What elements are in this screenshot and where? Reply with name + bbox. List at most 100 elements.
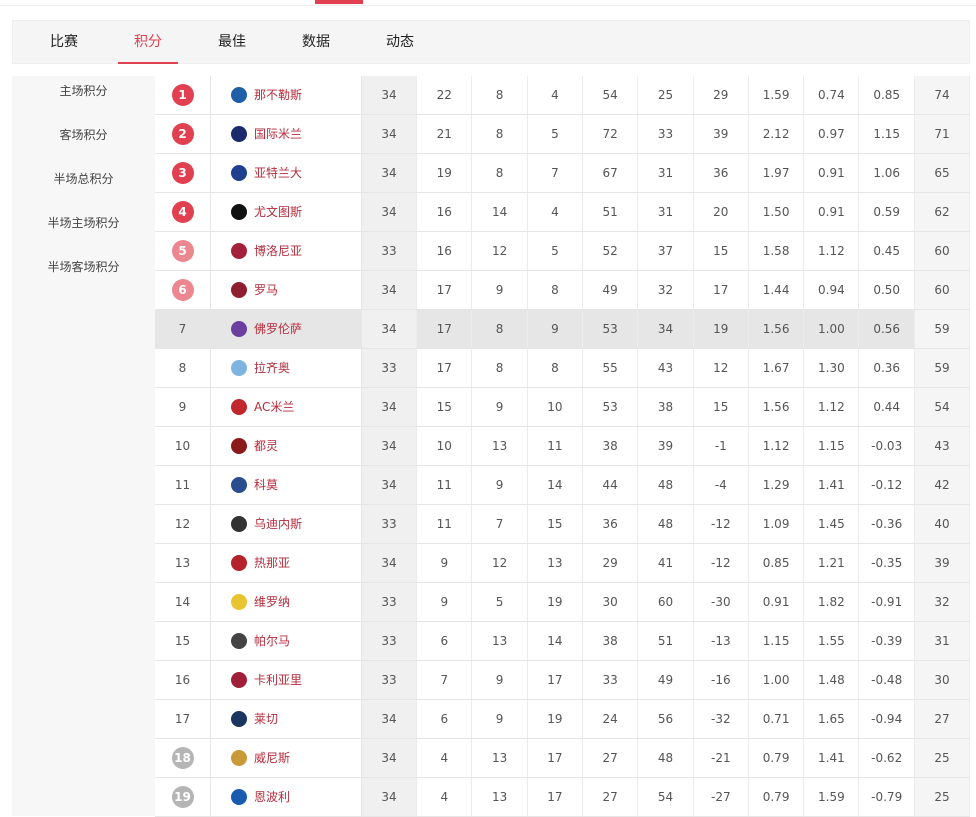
rank-cell: 14 <box>155 583 211 621</box>
stat-cell: 1.44 <box>749 271 805 309</box>
stat-cell: 16 <box>417 193 473 231</box>
rank-cell: 2 <box>155 115 211 153</box>
stat-cell: 74 <box>915 76 970 114</box>
rank-cell: 16 <box>155 661 211 699</box>
stat-cell: -32 <box>694 700 749 738</box>
stat-cell: 17 <box>694 271 749 309</box>
stat-cell: 25 <box>915 739 970 777</box>
rank-cell: 18 <box>155 739 211 777</box>
stat-cell: -4 <box>694 466 749 504</box>
tab[interactable]: 最佳 <box>218 34 246 50</box>
stat-cell: 1.65 <box>804 700 860 738</box>
team-name[interactable]: 维罗纳 <box>254 595 291 609</box>
stat-cell: 1.00 <box>804 310 860 348</box>
team-name[interactable]: 卡利亚里 <box>254 673 303 687</box>
team-name[interactable]: 帕尔马 <box>254 634 291 648</box>
tab[interactable]: 数据 <box>302 34 330 50</box>
table-row: 12 乌迪内斯 33 11 7 15 36 48 -12 1.09 1.45 -0.36 40 <box>155 505 970 544</box>
stat-cell: 1.48 <box>804 661 860 699</box>
stat-cell: 0.85 <box>749 544 805 582</box>
tab[interactable]: 动态 <box>386 34 414 50</box>
team-logo <box>231 321 247 337</box>
stat-cell: 27 <box>583 778 639 816</box>
team-name[interactable]: 威尼斯 <box>254 751 291 765</box>
stat-cell: 8 <box>473 76 528 114</box>
team-cell: 拉齐奥 <box>210 349 362 387</box>
stat-cell: 67 <box>583 154 639 192</box>
stat-cell: -12 <box>694 505 749 543</box>
stat-cell: 13 <box>473 622 528 660</box>
stat-cell: -0.03 <box>860 427 915 465</box>
stat-cell: 9 <box>528 310 583 348</box>
stat-cell: 33 <box>362 583 417 621</box>
sidebar-item[interactable]: 半场客场积分 <box>47 260 120 274</box>
team-name[interactable]: 尤文图斯 <box>254 205 303 219</box>
stat-cell: 48 <box>639 466 694 504</box>
stat-cell: 0.91 <box>804 154 860 192</box>
team-cell: 那不勒斯 <box>210 76 362 114</box>
stat-cell: 34 <box>362 388 417 426</box>
tab[interactable]: 积分 <box>118 21 178 64</box>
team-name[interactable]: 莱切 <box>254 712 279 726</box>
team-logo <box>231 204 247 220</box>
sidebar-item[interactable]: 半场主场积分 <box>47 216 120 230</box>
stat-cell: -0.79 <box>860 778 915 816</box>
stat-cell: -0.62 <box>860 739 915 777</box>
table-row: 13 热那亚 34 9 12 13 29 41 -12 0.85 1.21 -0.35 39 <box>155 544 970 583</box>
rank-cell: 12 <box>155 505 211 543</box>
rank-cell: 10 <box>155 427 211 465</box>
rank-cell: 17 <box>155 700 211 738</box>
stat-cell: 17 <box>528 661 583 699</box>
stat-cell: 34 <box>362 739 417 777</box>
team-name[interactable]: 佛罗伦萨 <box>254 322 303 336</box>
stat-cell: 1.59 <box>749 76 805 114</box>
table-row: 16 卡利亚里 33 7 9 17 33 49 -16 1.00 1.48 -0.48 30 <box>155 661 970 700</box>
team-logo <box>231 633 247 649</box>
sidebar-item[interactable]: 主场积分 <box>59 84 108 98</box>
stat-cell: 11 <box>417 466 473 504</box>
team-name[interactable]: 拉齐奥 <box>254 361 291 375</box>
team-name[interactable]: 恩波利 <box>254 790 291 804</box>
stat-cell: 1.41 <box>804 466 860 504</box>
team-name[interactable]: 乌迪内斯 <box>254 517 303 531</box>
team-logo <box>231 672 247 688</box>
team-name[interactable]: 罗马 <box>254 283 279 297</box>
sidebar-item[interactable]: 客场积分 <box>59 128 108 142</box>
sidebar-item[interactable]: 半场总积分 <box>53 172 114 186</box>
team-logo <box>231 360 247 376</box>
team-name[interactable]: 都灵 <box>254 439 279 453</box>
stat-cell: 1.56 <box>749 310 805 348</box>
stat-cell: 16 <box>417 232 473 270</box>
team-name[interactable]: 亚特兰大 <box>254 166 303 180</box>
table-row: 7 佛罗伦萨 34 17 8 9 53 34 19 1.56 1.00 0.56 59 <box>155 310 970 349</box>
team-name[interactable]: AC米兰 <box>254 400 295 414</box>
stat-cell: 2.12 <box>749 115 805 153</box>
stat-cell: 1.00 <box>749 661 805 699</box>
stat-cell: 0.56 <box>860 310 915 348</box>
team-name[interactable]: 国际米兰 <box>254 127 303 141</box>
team-name[interactable]: 那不勒斯 <box>254 88 303 102</box>
rank-badge: 13 <box>174 556 191 570</box>
table-row: 2 国际米兰 34 21 8 5 72 33 39 2.12 0.97 1.15 71 <box>155 115 970 154</box>
stat-cell: 33 <box>583 661 639 699</box>
stat-cell: 8 <box>473 349 528 387</box>
stat-cell: 6 <box>417 622 473 660</box>
stat-cell: 0.44 <box>860 388 915 426</box>
stat-cell: 27 <box>915 700 970 738</box>
team-name[interactable]: 博洛尼亚 <box>254 244 303 258</box>
stat-cell: 31 <box>639 193 694 231</box>
team-cell: AC米兰 <box>210 388 362 426</box>
team-name[interactable]: 热那亚 <box>254 556 291 570</box>
stat-cell: 5 <box>528 232 583 270</box>
stat-cell: 9 <box>473 466 528 504</box>
stat-cell: 0.79 <box>749 739 805 777</box>
stat-cell: 8 <box>528 271 583 309</box>
stat-cell: 1.58 <box>749 232 805 270</box>
rank-cell: 6 <box>155 271 211 309</box>
stat-cell: 7 <box>528 154 583 192</box>
tab[interactable]: 比赛 <box>50 34 78 50</box>
team-name[interactable]: 科莫 <box>254 478 279 492</box>
stat-cell: 1.12 <box>804 232 860 270</box>
stat-cell: 38 <box>583 427 639 465</box>
stat-cell: 8 <box>473 115 528 153</box>
